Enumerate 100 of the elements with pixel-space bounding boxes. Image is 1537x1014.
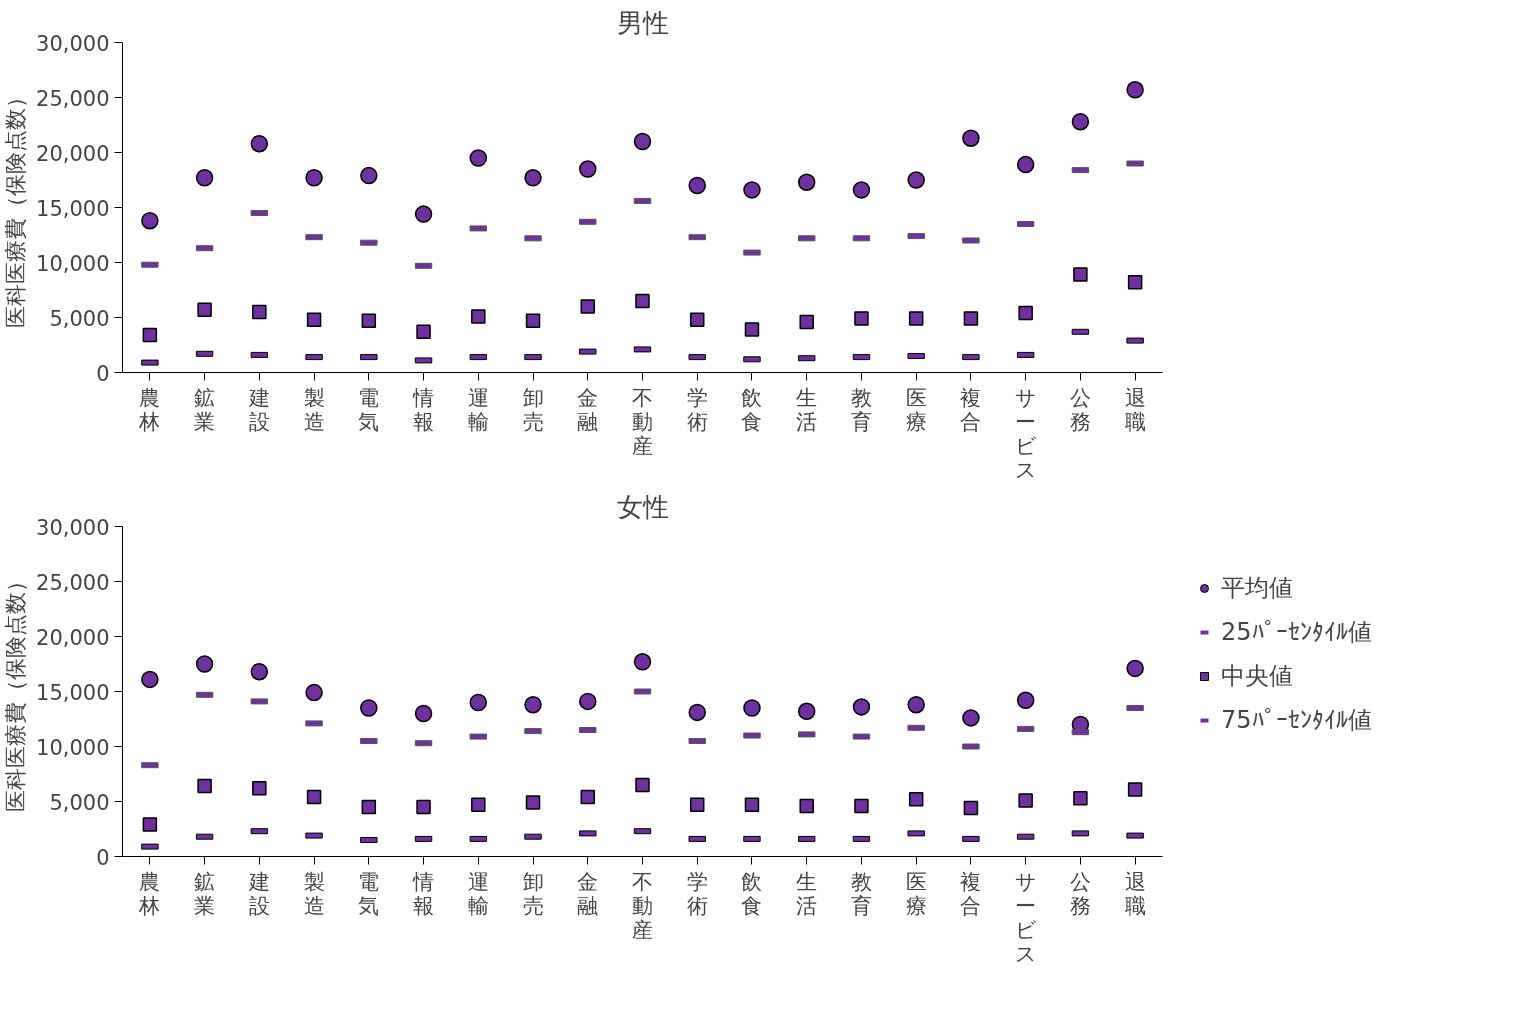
x-tick-label: 学術 xyxy=(686,385,708,434)
point xyxy=(799,798,814,814)
point xyxy=(305,683,323,702)
point xyxy=(142,327,158,343)
point xyxy=(141,670,159,689)
x-tick-label: サービス xyxy=(1014,869,1037,966)
point xyxy=(524,169,542,187)
point xyxy=(688,176,706,195)
x-tick-label: 製造 xyxy=(303,869,325,918)
legend-label: 25ﾊﾟｰｾﾝﾀｲﾙ値 xyxy=(1221,617,1372,648)
y-tick-label: 15,000 xyxy=(36,196,110,221)
point xyxy=(962,709,980,727)
point xyxy=(306,312,322,327)
point xyxy=(250,134,269,153)
point xyxy=(633,653,652,671)
point xyxy=(907,695,925,714)
point xyxy=(689,312,705,327)
point xyxy=(688,703,706,722)
point xyxy=(525,313,541,329)
legend-label: 中央値 xyxy=(1221,661,1293,692)
y-tick-label: 5,000 xyxy=(49,306,110,331)
x-tick-label: 建設 xyxy=(247,869,270,918)
point xyxy=(252,304,267,320)
point xyxy=(799,314,814,330)
x-tick-label: 製造 xyxy=(303,385,325,434)
x-tick-label: 金融 xyxy=(577,385,599,434)
point xyxy=(744,797,760,813)
point xyxy=(305,169,323,187)
x-tick-label: 教育 xyxy=(850,869,872,918)
x-tick-label: 鉱業 xyxy=(194,385,216,434)
point xyxy=(963,311,979,326)
legend-label: 平均値 xyxy=(1221,573,1293,604)
x-tick-label: 学術 xyxy=(686,869,708,918)
y-tick-label: 25,000 xyxy=(36,86,110,111)
y-tick-label: 0 xyxy=(96,845,110,870)
chart-title: 男性 xyxy=(616,7,669,38)
point xyxy=(579,160,597,178)
point xyxy=(142,817,158,832)
point xyxy=(854,798,869,814)
x-tick-label: 退職 xyxy=(1124,385,1146,434)
point xyxy=(1016,155,1035,174)
point xyxy=(1073,267,1088,282)
x-tick-label: 生活 xyxy=(796,385,818,434)
y-tick-label: 15,000 xyxy=(36,680,110,705)
x-tick-label: 生活 xyxy=(796,869,818,918)
y-tick-label: 10,000 xyxy=(36,251,110,276)
point xyxy=(744,322,760,337)
y-tick-label: 20,000 xyxy=(36,141,110,166)
point xyxy=(1126,81,1144,99)
point xyxy=(962,129,980,147)
point xyxy=(1018,793,1033,808)
point xyxy=(633,132,652,151)
point xyxy=(471,309,486,324)
x-tick-label: 教育 xyxy=(850,385,872,434)
x-tick-label: 運輸 xyxy=(467,385,489,434)
x-tick-label: 卸売 xyxy=(522,385,544,434)
x-tick-label: 公務 xyxy=(1069,385,1091,434)
point xyxy=(908,311,924,326)
x-tick-label: 鉱業 xyxy=(194,869,216,918)
x-tick-label: 不動産 xyxy=(632,385,653,458)
point xyxy=(1127,275,1143,290)
point xyxy=(195,655,214,673)
point xyxy=(416,324,431,340)
point xyxy=(197,778,212,794)
y-tick-label: 10,000 xyxy=(36,735,110,760)
point xyxy=(797,173,816,191)
x-tick-label: 公務 xyxy=(1069,869,1091,918)
point xyxy=(963,800,979,816)
legend-label: 75ﾊﾟｰｾﾝﾀｲﾙ値 xyxy=(1221,705,1372,736)
x-tick-label: 情報 xyxy=(412,869,435,918)
x-tick-label: 医療 xyxy=(905,385,927,434)
point xyxy=(524,695,542,714)
x-tick-label: 建設 xyxy=(247,385,270,434)
point xyxy=(471,797,486,813)
point xyxy=(360,166,378,185)
point xyxy=(852,181,871,199)
point xyxy=(743,699,761,717)
point xyxy=(635,293,650,309)
y-tick-label: 20,000 xyxy=(36,625,110,650)
point xyxy=(635,777,650,793)
point xyxy=(414,704,433,723)
point xyxy=(580,789,596,805)
point xyxy=(1018,305,1033,321)
point xyxy=(579,692,597,711)
x-tick-label: 金融 xyxy=(577,869,599,918)
point xyxy=(580,299,596,314)
x-tick-label: 複合 xyxy=(960,385,982,434)
point xyxy=(360,699,378,717)
x-tick-label: 情報 xyxy=(412,385,435,434)
point xyxy=(250,662,269,681)
point xyxy=(469,149,488,167)
point xyxy=(907,171,925,189)
point xyxy=(361,313,377,329)
point xyxy=(306,789,322,805)
point xyxy=(908,792,924,807)
point xyxy=(1071,112,1090,131)
x-tick-label: 不動産 xyxy=(632,869,653,942)
x-tick-label: 農林 xyxy=(138,385,161,434)
point xyxy=(195,169,214,187)
chart-title: 女性 xyxy=(616,491,669,522)
